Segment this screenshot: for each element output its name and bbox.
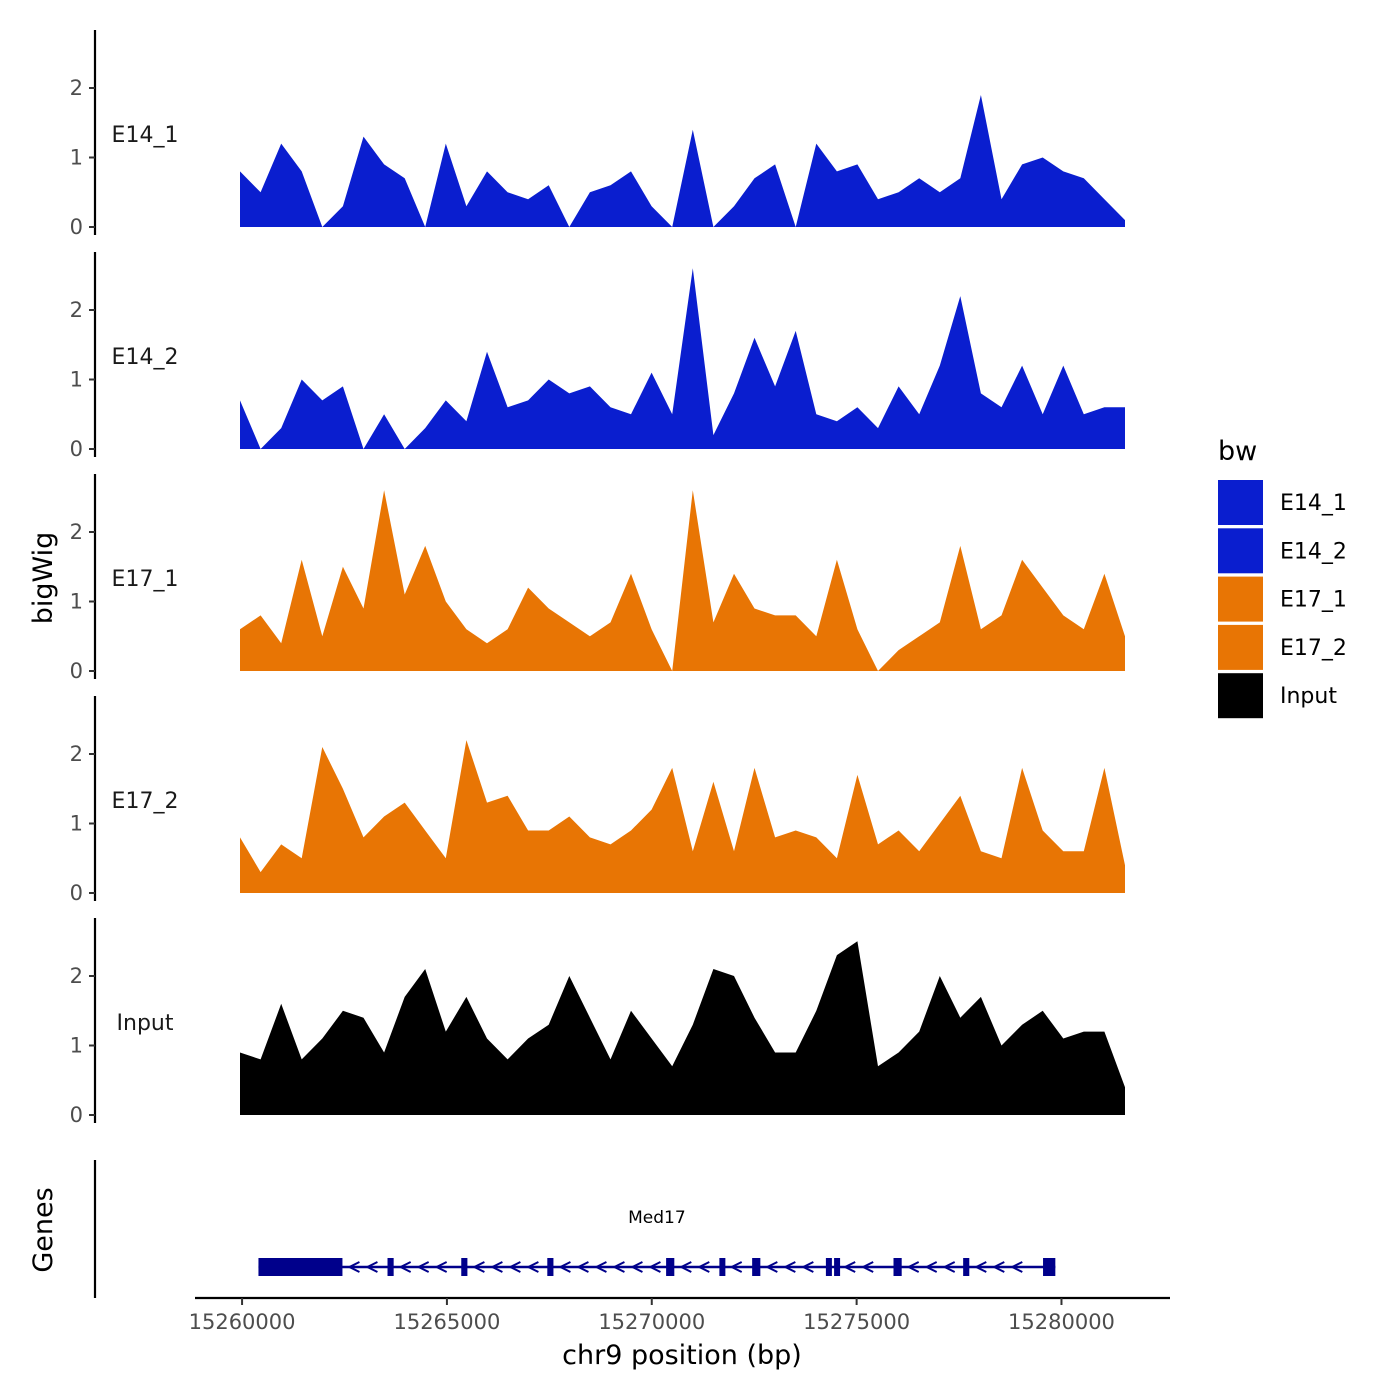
y-tick-label: 0 (70, 881, 83, 905)
strand-arrow-icon (648, 1261, 661, 1273)
area-e14-2 (240, 268, 1125, 449)
panel-label-e17-2: E17_2 (112, 789, 179, 814)
y-tick-label: 2 (70, 520, 83, 544)
exon (258, 1258, 343, 1276)
legend-label-e17-1: E17_1 (1280, 588, 1347, 613)
x-axis-title: chr9 position (bp) (562, 1340, 802, 1371)
strand-arrow-icon (630, 1261, 643, 1273)
panel-label-e14-1: E14_1 (112, 123, 179, 148)
panel-e14-2: 0 1 2 E14_2 (70, 252, 1125, 461)
strand-arrow-icon (697, 1261, 710, 1273)
strand-arrow-icon (612, 1261, 625, 1273)
exon (666, 1258, 675, 1276)
exon (834, 1258, 841, 1276)
exon (963, 1258, 970, 1276)
exon (1043, 1258, 1056, 1276)
strand-arrow-icon (508, 1261, 521, 1273)
panel-label-input: Input (117, 1011, 174, 1036)
gene-name-label: Med17 (628, 1208, 686, 1228)
x-tick-label: 15265000 (393, 1310, 500, 1334)
strand-arrow-icon (801, 1261, 814, 1273)
x-tick-label: 15275000 (803, 1310, 910, 1334)
y-tick-label: 1 (70, 146, 83, 170)
y-tick-label: 0 (70, 659, 83, 683)
y-tick-label: 1 (70, 590, 83, 614)
gene-med17: Med17 (258, 1208, 1056, 1276)
x-tick-label: 15270000 (598, 1310, 705, 1334)
legend-label-input: Input (1280, 684, 1337, 709)
strand-arrow-icon (679, 1261, 692, 1273)
exon (461, 1258, 468, 1276)
legend-key-e17-1 (1218, 576, 1263, 622)
legend-key-e14-2 (1218, 528, 1263, 574)
legend-label-e14-1: E14_1 (1280, 491, 1347, 516)
y-tick-label: 2 (70, 76, 83, 100)
legend: bw E14_1 E14_2 E17_1 E17_2 Input (1218, 436, 1347, 719)
legend-key-e17-2 (1218, 624, 1263, 670)
y-tick-label: 1 (70, 1034, 83, 1058)
exon (825, 1258, 832, 1276)
exon (387, 1258, 394, 1276)
strand-arrow-icon (783, 1261, 796, 1273)
area-input (240, 941, 1125, 1115)
bigwig-panels: 0 1 2 E14_1 0 1 2 E14_2 0 1 2 E17_1 0 1 2 E17_2 0 1 2 Input (70, 30, 1125, 1127)
strand-arrow-icon (526, 1261, 539, 1273)
strand-arrow-icon (765, 1261, 778, 1273)
y-tick-label: 1 (70, 812, 83, 836)
area-e14-1 (240, 95, 1125, 227)
y-tick-label: 0 (70, 437, 83, 461)
gene-panel: 15260000 15265000 15270000 15275000 15280000… (93, 1160, 1170, 1334)
y-axis-title-bigwig: bigWig (28, 532, 59, 625)
area-e17-1 (240, 490, 1125, 671)
panel-e17-2: 0 1 2 E17_2 (70, 696, 1125, 905)
strand-arrow-icon (434, 1261, 448, 1273)
panel-label-e17-1: E17_1 (112, 567, 179, 592)
exon (893, 1258, 902, 1276)
legend-label-e17-2: E17_2 (1280, 636, 1347, 661)
strand-arrow-icon (842, 1261, 856, 1273)
exon (547, 1258, 554, 1276)
panel-e14-1: 0 1 2 E14_1 (70, 30, 1125, 239)
exon (752, 1258, 761, 1276)
y-tick-label: 0 (70, 215, 83, 239)
strand-arrow-icon (365, 1261, 378, 1273)
panel-label-e14-2: E14_2 (112, 345, 179, 370)
strand-arrow-icon (942, 1261, 956, 1273)
strand-arrow-icon (347, 1261, 360, 1273)
strand-arrow-icon (729, 1261, 743, 1273)
strand-arrow-icon (594, 1261, 607, 1273)
strand-arrow-icon (490, 1261, 503, 1273)
strand-arrow-icon (472, 1261, 485, 1273)
strand-arrow-icon (924, 1261, 938, 1273)
strand-arrow-icon (906, 1261, 920, 1273)
exon (719, 1258, 726, 1276)
y-axis-title-genes: Genes (28, 1187, 59, 1272)
strand-arrow-icon (860, 1261, 874, 1273)
strand-arrow-icon (558, 1261, 571, 1273)
y-tick-label: 2 (70, 742, 83, 766)
legend-key-e14-1 (1218, 480, 1263, 525)
legend-key-input (1218, 673, 1263, 719)
area-e17-2 (240, 740, 1125, 893)
strand-arrow-icon (992, 1261, 1005, 1273)
strand-arrow-icon (1010, 1261, 1023, 1273)
strand-arrow-icon (974, 1261, 987, 1273)
x-tick-label: 15280000 (1008, 1310, 1115, 1334)
y-tick-label: 2 (70, 964, 83, 988)
y-tick-label: 2 (70, 298, 83, 322)
panel-input: 0 1 2 Input (70, 918, 1125, 1127)
legend-label-e14-2: E14_2 (1280, 539, 1347, 564)
y-tick-label: 0 (70, 1103, 83, 1127)
panel-e17-1: 0 1 2 E17_1 (70, 474, 1125, 683)
strand-arrow-icon (576, 1261, 589, 1273)
strand-arrow-icon (398, 1261, 412, 1273)
strand-arrow-icon (416, 1261, 430, 1273)
legend-title: bw (1218, 436, 1257, 467)
y-tick-label: 1 (70, 368, 83, 392)
x-tick-label: 15260000 (189, 1310, 296, 1334)
